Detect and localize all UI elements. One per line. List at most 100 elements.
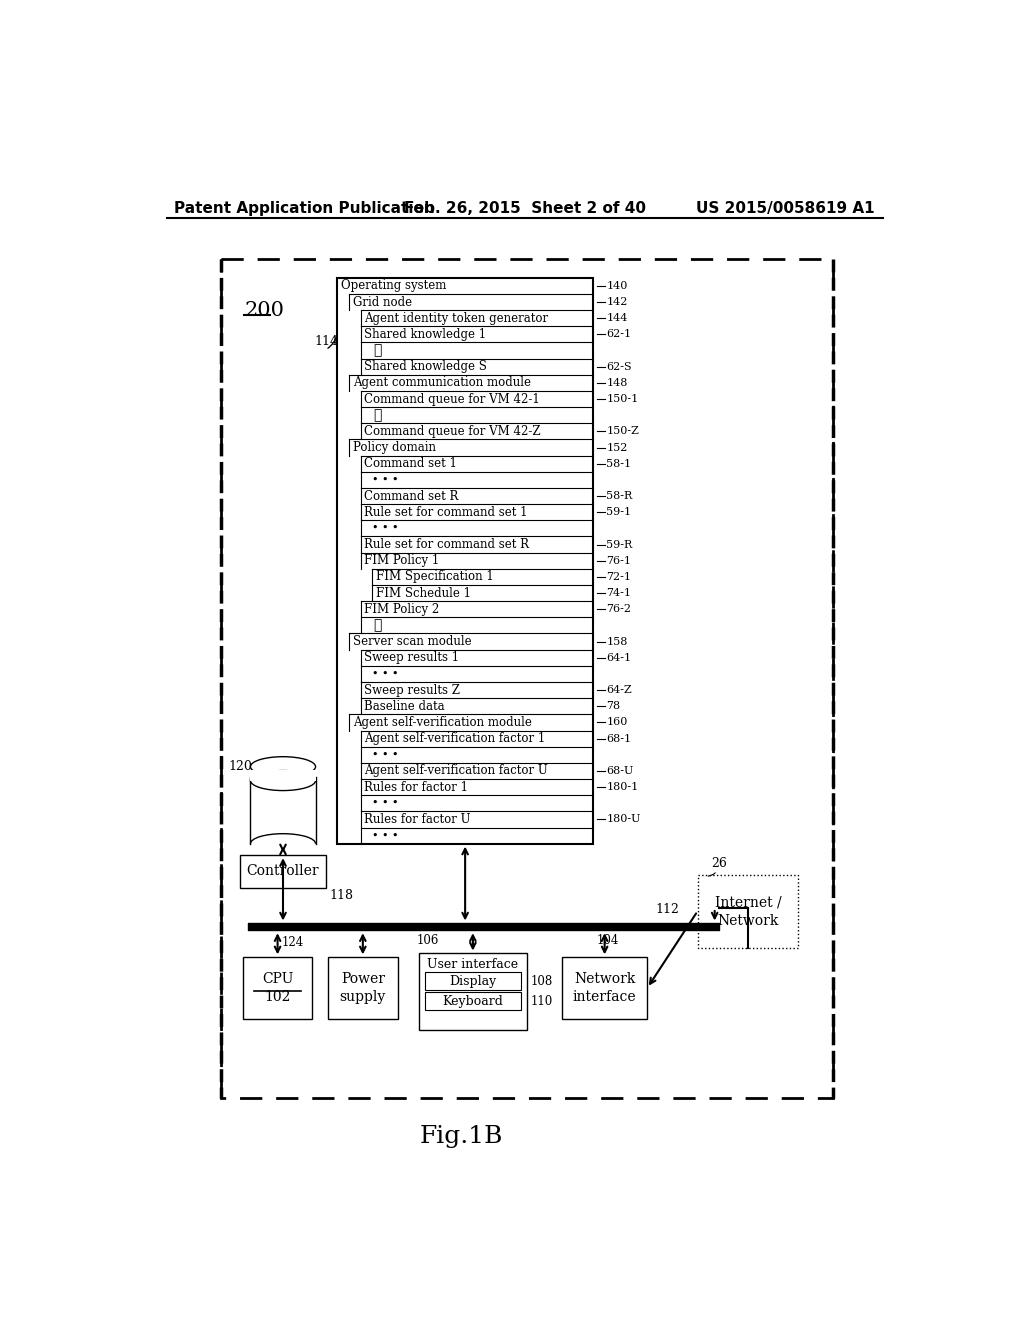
Text: 124: 124 — [282, 936, 304, 949]
Text: Agent self-verification module: Agent self-verification module — [352, 715, 531, 729]
Text: User interface: User interface — [427, 958, 518, 970]
Text: Command queue for VM 42-1: Command queue for VM 42-1 — [365, 392, 540, 405]
Text: Controller: Controller — [247, 865, 319, 878]
Text: 76-2: 76-2 — [606, 605, 631, 614]
Text: interface: interface — [572, 990, 637, 1005]
Text: 112: 112 — [655, 903, 679, 916]
Text: ⋮: ⋮ — [374, 618, 382, 632]
FancyBboxPatch shape — [425, 972, 521, 990]
FancyBboxPatch shape — [241, 855, 326, 887]
FancyBboxPatch shape — [250, 770, 316, 780]
Text: 74-1: 74-1 — [606, 589, 631, 598]
FancyBboxPatch shape — [419, 953, 527, 1031]
Text: 58-1: 58-1 — [606, 459, 632, 469]
Text: Operating system: Operating system — [341, 280, 446, 292]
Text: 180-1: 180-1 — [606, 783, 638, 792]
Text: • • •: • • • — [372, 475, 398, 484]
Text: Policy domain: Policy domain — [352, 441, 436, 454]
Text: Agent self-verification factor 1: Agent self-verification factor 1 — [365, 733, 546, 744]
Text: 64-Z: 64-Z — [606, 685, 632, 696]
Text: • • •: • • • — [372, 524, 398, 533]
Text: 118: 118 — [330, 890, 353, 902]
Text: 68-1: 68-1 — [606, 734, 632, 743]
Text: 110: 110 — [530, 995, 553, 1007]
Text: 152: 152 — [606, 442, 628, 453]
Text: Network: Network — [718, 913, 778, 928]
Text: 150-1: 150-1 — [606, 395, 638, 404]
Text: 150-Z: 150-Z — [606, 426, 639, 437]
Text: Rule set for command set R: Rule set for command set R — [365, 539, 529, 550]
Text: Feb. 26, 2015  Sheet 2 of 40: Feb. 26, 2015 Sheet 2 of 40 — [403, 201, 646, 215]
Text: ⋮: ⋮ — [374, 343, 382, 358]
Text: Rules for factor U: Rules for factor U — [365, 813, 471, 826]
Text: Grid node: Grid node — [352, 296, 412, 309]
FancyBboxPatch shape — [328, 957, 397, 1019]
Text: Baseline data: Baseline data — [365, 700, 445, 713]
Text: Agent self-verification factor U: Agent self-verification factor U — [365, 764, 548, 777]
Ellipse shape — [251, 771, 315, 791]
Text: US 2015/0058619 A1: US 2015/0058619 A1 — [696, 201, 876, 215]
Text: 120: 120 — [228, 760, 253, 774]
FancyBboxPatch shape — [243, 957, 312, 1019]
Text: 180-U: 180-U — [606, 814, 641, 825]
Text: Patent Application Publication: Patent Application Publication — [174, 201, 435, 215]
Text: 102: 102 — [264, 990, 291, 1005]
FancyBboxPatch shape — [337, 277, 593, 843]
Text: Rule set for command set 1: Rule set for command set 1 — [365, 506, 528, 519]
Text: Keyboard: Keyboard — [442, 995, 504, 1007]
Text: 108: 108 — [530, 974, 553, 987]
Text: Sweep results 1: Sweep results 1 — [365, 651, 460, 664]
Text: 158: 158 — [606, 636, 628, 647]
Text: 72-1: 72-1 — [606, 572, 631, 582]
Text: 68-U: 68-U — [606, 766, 634, 776]
Text: Command queue for VM 42-Z: Command queue for VM 42-Z — [365, 425, 541, 438]
Text: 76-1: 76-1 — [606, 556, 631, 566]
Text: Power: Power — [341, 972, 385, 986]
Text: 160: 160 — [606, 718, 628, 727]
Text: 140: 140 — [606, 281, 628, 290]
Text: ⋮: ⋮ — [374, 408, 382, 422]
Text: Rules for factor 1: Rules for factor 1 — [365, 780, 468, 793]
Text: 104: 104 — [597, 935, 620, 948]
FancyBboxPatch shape — [562, 957, 647, 1019]
Text: Shared knowledge 1: Shared knowledge 1 — [365, 327, 486, 341]
Text: 148: 148 — [606, 378, 628, 388]
Text: • • •: • • • — [372, 669, 398, 678]
Text: 59-1: 59-1 — [606, 507, 632, 517]
Text: 200: 200 — [245, 301, 285, 319]
Text: Internet /: Internet / — [715, 895, 781, 909]
Text: 64-1: 64-1 — [606, 653, 632, 663]
Text: Fig.1B: Fig.1B — [420, 1125, 503, 1148]
Text: FIM Specification 1: FIM Specification 1 — [376, 570, 494, 583]
Text: Sweep results Z: Sweep results Z — [365, 684, 461, 697]
Text: Agent identity token generator: Agent identity token generator — [365, 312, 549, 325]
Text: 78: 78 — [606, 701, 621, 711]
Text: 58-R: 58-R — [606, 491, 633, 502]
FancyBboxPatch shape — [697, 874, 799, 948]
FancyBboxPatch shape — [425, 991, 521, 1010]
Ellipse shape — [251, 756, 315, 776]
Text: • • •: • • • — [372, 750, 398, 760]
Text: Command set 1: Command set 1 — [365, 457, 458, 470]
Text: Server scan module: Server scan module — [352, 635, 471, 648]
Text: 62-S: 62-S — [606, 362, 632, 372]
Text: • • •: • • • — [372, 799, 398, 808]
Text: Agent communication module: Agent communication module — [352, 376, 530, 389]
Text: 114: 114 — [314, 335, 338, 348]
Text: Command set R: Command set R — [365, 490, 459, 503]
Text: Network: Network — [573, 972, 635, 986]
Text: 144: 144 — [606, 313, 628, 323]
Text: FIM Schedule 1: FIM Schedule 1 — [376, 586, 471, 599]
Text: 142: 142 — [606, 297, 628, 308]
Text: Display: Display — [450, 974, 497, 987]
Text: 106: 106 — [417, 935, 439, 948]
Text: 62-1: 62-1 — [606, 330, 632, 339]
Text: Shared knowledge S: Shared knowledge S — [365, 360, 487, 374]
Text: • • •: • • • — [372, 830, 398, 841]
Text: supply: supply — [340, 990, 386, 1005]
Text: FIM Policy 1: FIM Policy 1 — [365, 554, 439, 568]
Text: 59-R: 59-R — [606, 540, 633, 549]
Text: 26: 26 — [712, 857, 727, 870]
Text: FIM Policy 2: FIM Policy 2 — [365, 603, 439, 615]
Text: CPU: CPU — [262, 972, 293, 986]
